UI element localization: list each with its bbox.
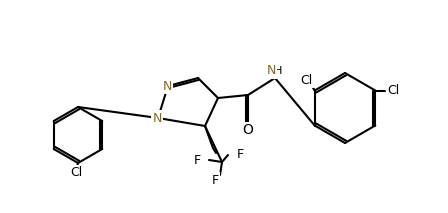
Text: Cl: Cl (387, 84, 400, 97)
Text: F: F (211, 174, 219, 187)
Text: F: F (237, 148, 244, 161)
Text: H: H (274, 66, 282, 76)
Text: Cl: Cl (70, 167, 82, 180)
Text: N: N (266, 65, 276, 78)
Text: N: N (162, 79, 172, 92)
Text: N: N (152, 111, 162, 125)
Text: Cl: Cl (301, 74, 313, 87)
Text: O: O (242, 123, 254, 137)
Text: F: F (194, 154, 201, 167)
